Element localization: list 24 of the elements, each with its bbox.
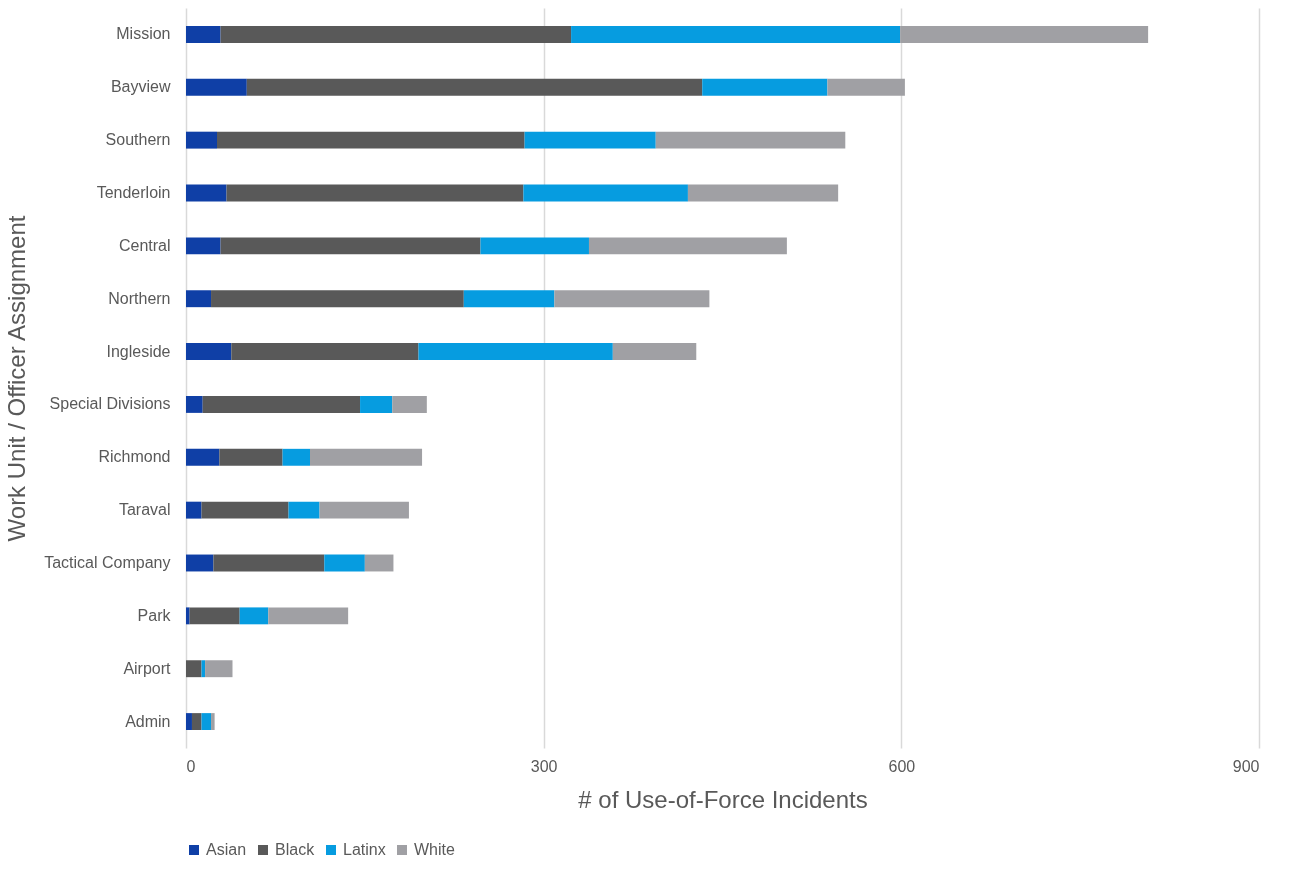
x-tick-label: 0 — [186, 757, 196, 775]
legend-label: White — [414, 841, 455, 858]
y-tick-label: Richmond — [98, 448, 171, 466]
y-tick-label: Ingleside — [106, 342, 171, 360]
x-tick-label: 600 — [888, 757, 916, 775]
x-tick-label: 900 — [1232, 757, 1260, 775]
y-tick-label: Bayview — [110, 78, 171, 96]
legend-label: Asian — [206, 841, 247, 858]
x-axis-title: # of Use-of-Force Incidents — [578, 785, 868, 813]
y-tick-label: Mission — [116, 25, 171, 43]
y-tick-label: Central — [118, 236, 171, 254]
y-tick-label: Tenderloin — [96, 184, 171, 201]
y-tick-label: Airport — [123, 659, 172, 677]
y-tick-label: Taraval — [118, 501, 171, 519]
y-tick-label: Southern — [105, 131, 171, 149]
legend-label: Black — [275, 841, 316, 858]
legend-label: Latinx — [343, 841, 386, 858]
x-tick-label: 300 — [530, 757, 558, 775]
y-tick-label: Park — [137, 606, 172, 624]
y-axis-title: Work Unit / Officer Assignment — [3, 215, 31, 542]
y-tick-label: Tactical Company — [44, 554, 171, 571]
y-tick-label: Admin — [125, 712, 171, 730]
y-tick-label: Northern — [108, 289, 171, 307]
y-tick-label: Special Divisions — [49, 395, 171, 413]
